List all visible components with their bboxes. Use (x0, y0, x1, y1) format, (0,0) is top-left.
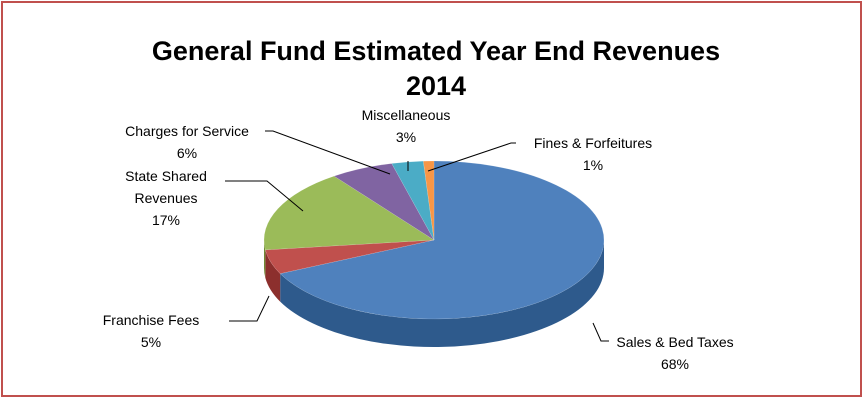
label-fines-pct: 1% (583, 157, 603, 173)
chart-title-line1: General Fund Estimated Year End Revenues (152, 36, 720, 66)
label-sales-name: Sales & Bed Taxes (616, 334, 733, 350)
leader-line-state (225, 180, 304, 212)
pie-chart: General Fund Estimated Year End Revenues… (103, 36, 734, 372)
chart-title-line2: 2014 (406, 71, 466, 101)
label-franchise-pct: 5% (141, 334, 161, 350)
pie-slice-miscellaneous (391, 160, 435, 241)
pie-slice-fines-forfeitures (423, 160, 435, 241)
label-sales-pct: 68% (661, 356, 689, 372)
leader-line-charges (265, 130, 391, 175)
pie-slice-sales-bed-taxes (279, 160, 605, 320)
leader-line-sales (592, 322, 609, 342)
label-state-name-line1: State Shared (125, 168, 207, 184)
pie-slice-state-shared-revenues (263, 175, 435, 251)
label-state-name-line2: Revenues (134, 190, 197, 206)
leader-line-fines (427, 142, 516, 172)
pie-3d-sides (264, 240, 604, 347)
pie-slices (263, 160, 605, 320)
label-fines-name: Fines & Forfeitures (534, 135, 652, 151)
label-misc-name: Miscellaneous (362, 107, 451, 123)
pie-side-2-0 (264, 240, 266, 278)
label-franchise-name: Franchise Fees (103, 312, 199, 328)
label-misc-pct: 3% (396, 129, 416, 145)
pie-side-0-0 (280, 240, 604, 347)
label-state-pct: 17% (152, 212, 180, 228)
pie-slice-charges-for-service (333, 163, 435, 241)
pie-side-1-0 (265, 249, 281, 302)
label-charges-name: Charges for Service (125, 123, 249, 139)
leader-line-franchise (229, 295, 270, 322)
pie-slice-franchise-fees (265, 239, 435, 274)
label-charges-pct: 6% (177, 145, 197, 161)
leader-lines (225, 130, 609, 342)
